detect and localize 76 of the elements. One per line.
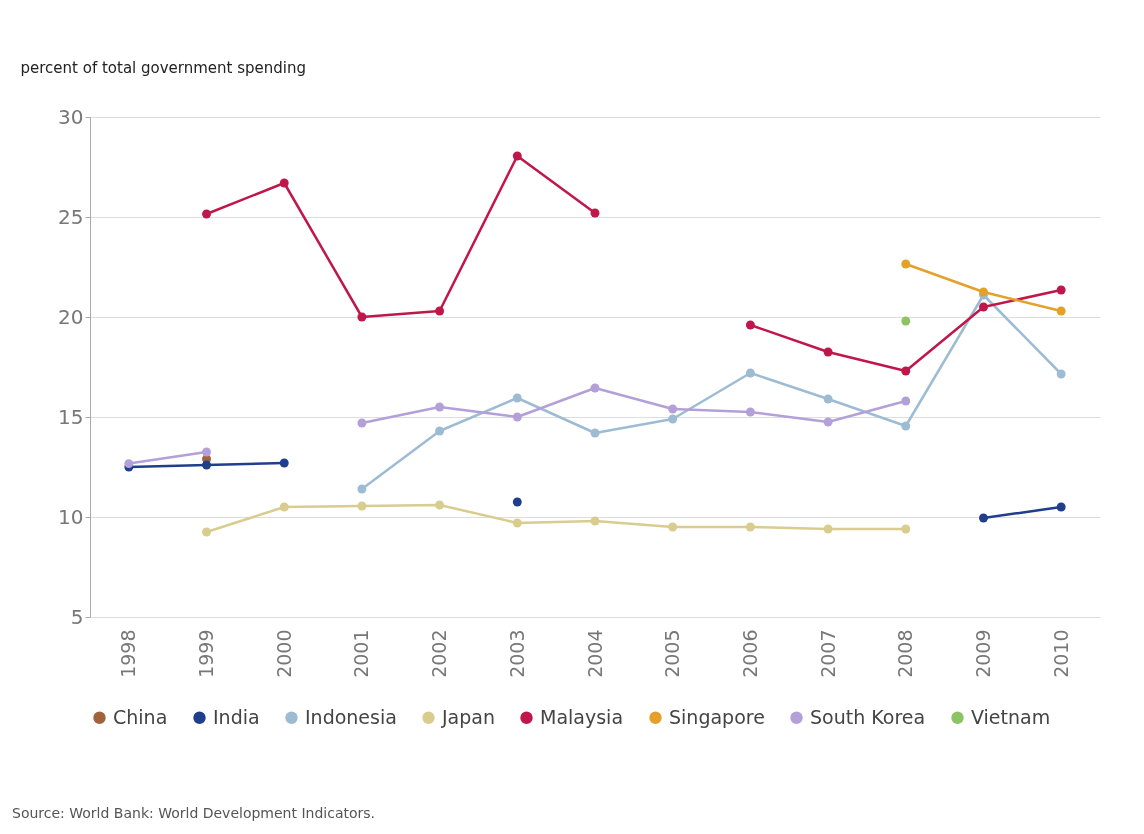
legend-label: South Korea bbox=[810, 705, 926, 728]
x-tick-label: 2005 bbox=[661, 629, 684, 678]
point bbox=[823, 347, 833, 357]
x-tick-label: 2002 bbox=[428, 629, 451, 678]
point bbox=[512, 412, 522, 422]
point bbox=[1056, 369, 1066, 379]
point bbox=[901, 366, 911, 376]
point bbox=[357, 418, 367, 428]
point bbox=[202, 447, 212, 457]
point bbox=[357, 484, 367, 494]
x-tick-label: 1999 bbox=[195, 629, 218, 678]
point bbox=[1056, 306, 1066, 316]
legend-label: China bbox=[113, 705, 168, 728]
point bbox=[279, 178, 289, 188]
x-tick-label: 2001 bbox=[350, 629, 373, 678]
point bbox=[512, 151, 522, 161]
x-tick-label: 2007 bbox=[816, 629, 839, 678]
legend-label: India bbox=[213, 705, 260, 728]
point bbox=[823, 524, 833, 534]
point bbox=[357, 501, 367, 511]
point bbox=[435, 426, 445, 436]
point bbox=[668, 404, 678, 414]
point bbox=[202, 527, 212, 537]
y-axis-title: percent of total government spending bbox=[20, 58, 307, 77]
point bbox=[901, 259, 911, 269]
point bbox=[435, 500, 445, 510]
x-tick-label: 2010 bbox=[1049, 629, 1072, 678]
point bbox=[357, 312, 367, 322]
point bbox=[823, 417, 833, 427]
legend-label: Vietnam bbox=[971, 705, 1051, 728]
x-tick-label: 2009 bbox=[971, 629, 994, 678]
point bbox=[1056, 285, 1066, 295]
point bbox=[901, 316, 911, 326]
legend-label: Japan bbox=[441, 705, 495, 728]
legend-label: Singapore bbox=[669, 705, 765, 728]
source-note: Source: World Bank: World Development Indicators. bbox=[12, 805, 376, 821]
x-tick-label: 2008 bbox=[894, 629, 917, 678]
y-tick-label: 10 bbox=[58, 504, 84, 529]
point bbox=[978, 302, 988, 312]
point bbox=[512, 393, 522, 403]
x-tick-label: 1998 bbox=[117, 629, 140, 678]
x-tick-label: 2000 bbox=[272, 629, 295, 678]
point bbox=[823, 394, 833, 404]
legend-label: Malaysia bbox=[540, 705, 624, 728]
point bbox=[901, 421, 911, 431]
point bbox=[901, 396, 911, 406]
point bbox=[435, 402, 445, 412]
x-tick-label: 2006 bbox=[738, 629, 761, 678]
point bbox=[590, 208, 600, 218]
point bbox=[512, 518, 522, 528]
point bbox=[668, 414, 678, 424]
point bbox=[202, 209, 212, 219]
x-tick-label: 2003 bbox=[505, 629, 528, 678]
point bbox=[512, 497, 522, 507]
point bbox=[202, 460, 212, 470]
y-tick-label: 15 bbox=[58, 404, 84, 429]
point bbox=[1056, 502, 1066, 512]
point bbox=[590, 516, 600, 526]
y-tick-label: 5 bbox=[70, 604, 84, 629]
y-tick-label: 20 bbox=[58, 304, 84, 329]
x-tick-label: 2004 bbox=[583, 629, 606, 678]
point bbox=[435, 306, 445, 316]
y-tick-label: 30 bbox=[58, 104, 84, 129]
point bbox=[745, 368, 755, 378]
legend-label: Indonesia bbox=[305, 705, 397, 728]
point bbox=[901, 524, 911, 534]
point bbox=[745, 522, 755, 532]
point bbox=[279, 502, 289, 512]
point bbox=[590, 383, 600, 393]
point bbox=[745, 407, 755, 417]
point bbox=[745, 320, 755, 330]
point bbox=[590, 428, 600, 438]
point bbox=[978, 513, 988, 523]
point bbox=[279, 458, 289, 468]
point bbox=[668, 522, 678, 532]
y-tick-label: 25 bbox=[58, 204, 84, 229]
